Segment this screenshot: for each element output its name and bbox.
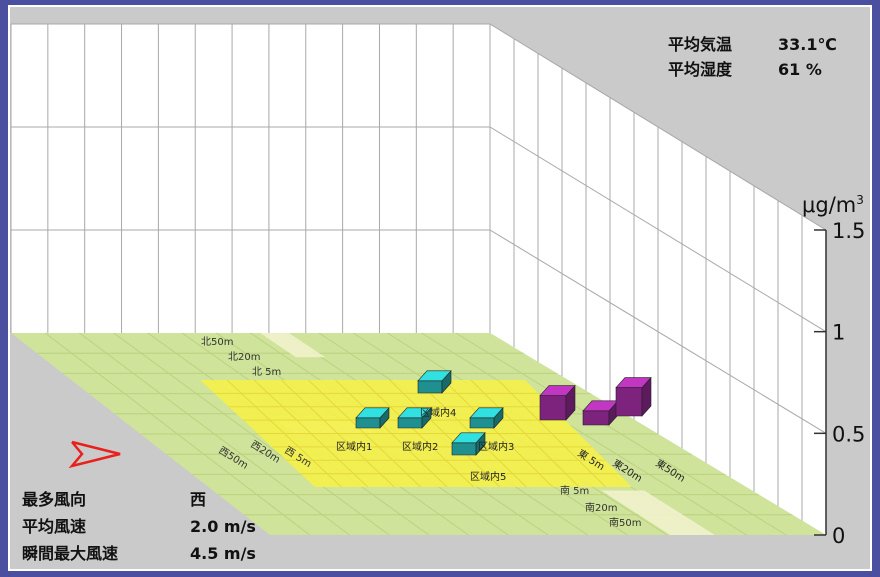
bar-label-3: 区域内3: [478, 440, 514, 453]
label-north-20: 北20m: [228, 351, 260, 363]
label-north-5: 北 5m: [252, 366, 281, 378]
bar-label-1: 区域内1: [336, 440, 372, 453]
frame-outline: [8, 5, 872, 571]
back-wall: [11, 24, 490, 333]
bar-6: [539, 384, 576, 421]
bar-1: [355, 407, 390, 429]
label-south-20: 南20m: [585, 501, 617, 514]
bar-label-2: 区域内2: [402, 440, 438, 453]
wind-direction-value: 西: [190, 490, 206, 509]
temperature-value: 33.1℃: [778, 35, 837, 54]
z-tick-label: 1.5: [832, 219, 865, 243]
floor-path: [260, 333, 326, 358]
bar-8: [615, 376, 652, 417]
bar-label-5: 区域内5: [470, 470, 506, 483]
z-tick-label: 0: [832, 524, 845, 548]
wind-speed-value: 2.0 m/s: [190, 517, 256, 536]
z-axis-ticks: 0 0.5 1 1.5: [814, 219, 865, 548]
bar-4: [417, 370, 452, 394]
bar-5: [451, 432, 486, 456]
wind-direction-label: 最多風向: [22, 490, 86, 509]
wind-direction-arrow-icon: [68, 440, 121, 469]
label-south-5: 南 5m: [560, 484, 589, 497]
wind-gust-label: 瞬間最大風速: [22, 544, 118, 563]
label-north-50: 北50m: [201, 336, 233, 348]
temperature-label: 平均気温: [668, 35, 732, 54]
zone-grid: [214, 379, 619, 488]
bar-2: [397, 407, 432, 429]
bars: [355, 370, 652, 456]
humidity-label: 平均湿度: [668, 60, 733, 79]
z-tick-label: 0.5: [832, 422, 865, 446]
wind-speed-label: 平均風速: [22, 517, 86, 536]
humidity-value: 61 %: [778, 60, 822, 79]
bar-3: [469, 407, 504, 429]
wind-gust-value: 4.5 m/s: [190, 544, 256, 563]
floor-path: [601, 490, 715, 535]
unit-label: μg/m3: [802, 193, 864, 217]
bar-label-4: 区域内4: [420, 406, 456, 419]
label-south-50: 南50m: [609, 516, 641, 529]
z-tick-label: 1: [832, 321, 845, 345]
